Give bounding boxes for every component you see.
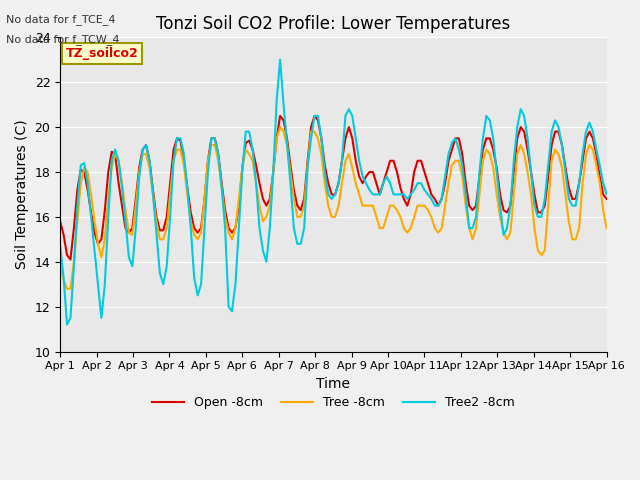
Tree2 -8cm	[170, 158, 177, 164]
Open -8cm	[214, 151, 222, 157]
Text: No data for f_TCW_4: No data for f_TCW_4	[6, 34, 120, 45]
Tree -8cm	[214, 158, 222, 164]
Y-axis label: Soil Temperatures (C): Soil Temperatures (C)	[15, 120, 29, 269]
Tree2 -8cm	[603, 192, 611, 197]
Tree -8cm	[56, 264, 64, 269]
Open -8cm	[417, 158, 425, 164]
Legend: Open -8cm, Tree -8cm, Tree2 -8cm: Open -8cm, Tree -8cm, Tree2 -8cm	[147, 391, 519, 414]
Tree2 -8cm	[582, 129, 590, 134]
Tree -8cm	[63, 286, 71, 291]
Open -8cm	[603, 196, 611, 202]
Tree2 -8cm	[214, 151, 222, 157]
Tree2 -8cm	[63, 322, 71, 327]
Tree -8cm	[365, 203, 373, 208]
Open -8cm	[56, 218, 64, 224]
Title: Tonzi Soil CO2 Profile: Lower Temperatures: Tonzi Soil CO2 Profile: Lower Temperatur…	[156, 15, 511, 33]
Tree2 -8cm	[510, 158, 518, 164]
Tree -8cm	[417, 203, 425, 208]
Open -8cm	[510, 169, 518, 175]
Tree -8cm	[603, 225, 611, 231]
Tree -8cm	[276, 124, 284, 130]
Line: Tree2 -8cm: Tree2 -8cm	[60, 60, 607, 324]
Open -8cm	[170, 147, 177, 153]
Open -8cm	[67, 257, 74, 263]
Line: Open -8cm: Open -8cm	[60, 116, 607, 260]
Tree2 -8cm	[417, 180, 425, 186]
Tree2 -8cm	[276, 57, 284, 63]
Text: TZ_soilco2: TZ_soilco2	[66, 47, 138, 60]
Tree -8cm	[582, 151, 590, 157]
Open -8cm	[276, 113, 284, 119]
Open -8cm	[582, 135, 590, 141]
Line: Tree -8cm: Tree -8cm	[60, 127, 607, 288]
Text: No data for f_TCE_4: No data for f_TCE_4	[6, 14, 116, 25]
Tree -8cm	[170, 158, 177, 164]
Open -8cm	[365, 169, 373, 175]
Tree2 -8cm	[365, 187, 373, 193]
Tree -8cm	[510, 192, 518, 197]
X-axis label: Time: Time	[316, 377, 350, 391]
Tree2 -8cm	[56, 243, 64, 249]
